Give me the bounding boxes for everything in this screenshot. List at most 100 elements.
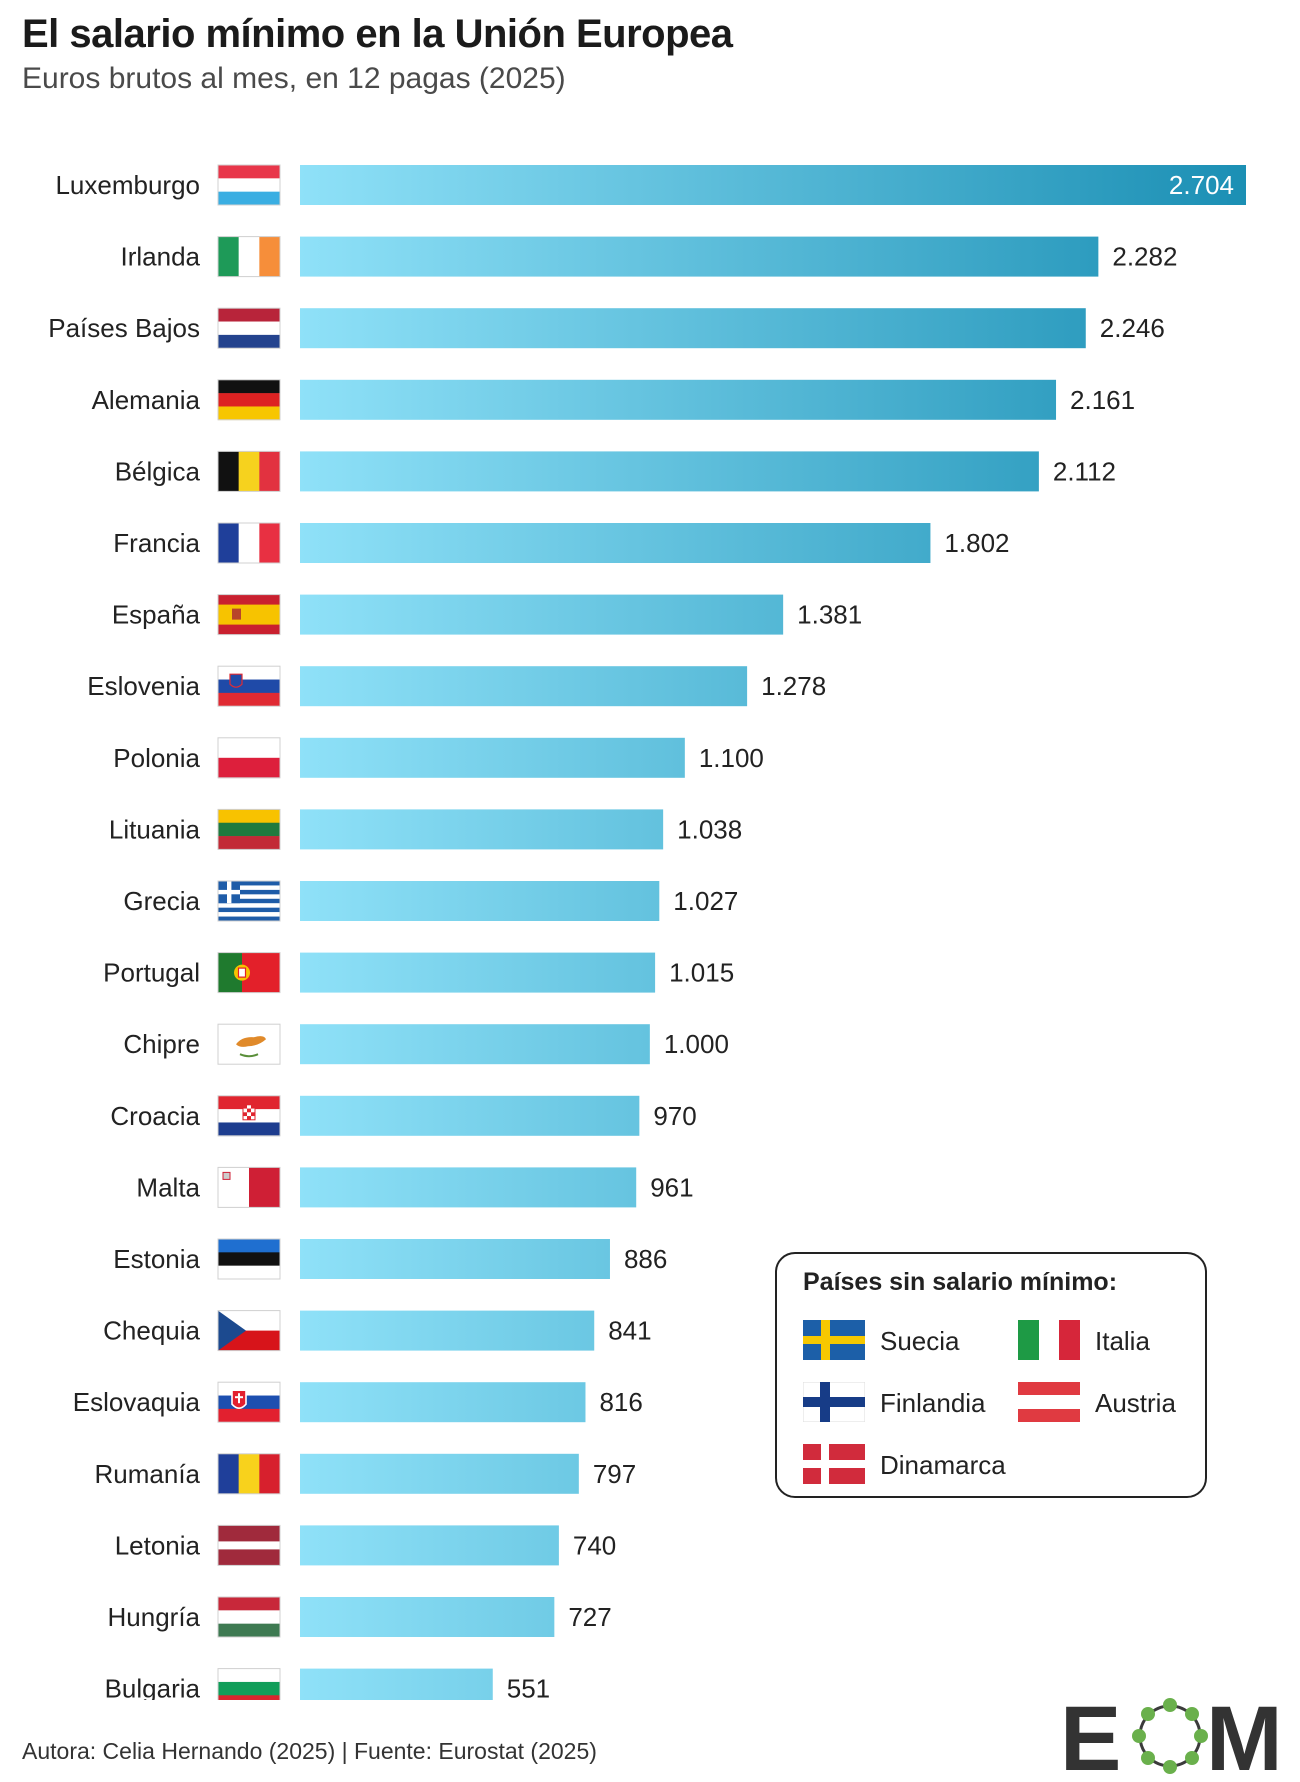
- legend-label: Austria: [1095, 1388, 1176, 1418]
- croatia-flag-icon: [217, 1095, 281, 1137]
- cyprus-flag-icon: [217, 1023, 281, 1065]
- bar: [300, 1525, 559, 1566]
- value-label: 551: [507, 1674, 550, 1700]
- bar: [300, 809, 664, 850]
- bar: [300, 952, 656, 993]
- bar: [300, 594, 784, 635]
- slovenia-flag-icon: [217, 665, 281, 707]
- france-flag-icon: [217, 522, 281, 564]
- category-label: Malta: [136, 1172, 200, 1202]
- category-label: España: [112, 600, 201, 630]
- value-label: 1.000: [664, 1029, 729, 1059]
- estonia-flag-icon: [217, 1238, 281, 1280]
- category-label: Irlanda: [121, 242, 201, 272]
- value-label: 2.161: [1070, 385, 1135, 415]
- denmark-flag-icon: [803, 1444, 865, 1484]
- legend-label: Italia: [1095, 1326, 1150, 1356]
- value-label: 886: [624, 1244, 667, 1274]
- finland-flag-icon: [803, 1382, 865, 1422]
- bar: [300, 1024, 650, 1065]
- germany-flag-icon: [217, 379, 281, 421]
- value-label: 970: [653, 1101, 696, 1131]
- bulgaria-flag-icon: [217, 1668, 281, 1700]
- slovakia-flag-icon: [217, 1381, 281, 1423]
- category-label: Luxemburgo: [55, 170, 200, 200]
- value-label: 1.027: [673, 886, 738, 916]
- eom-logo: E M: [1060, 1690, 1283, 1776]
- category-label: Rumanía: [95, 1459, 201, 1489]
- value-label: 1.038: [677, 814, 742, 844]
- bar: [300, 1382, 586, 1423]
- bar: [300, 1095, 640, 1136]
- belgium-flag-icon: [217, 450, 281, 492]
- category-label: Países Bajos: [48, 313, 200, 343]
- category-label: Bélgica: [115, 456, 201, 486]
- austria-flag-icon: [1018, 1382, 1080, 1422]
- no-minimum-wage-legend: Países sin salario mínimo: Suecia Italia…: [775, 1252, 1207, 1498]
- latvia-flag-icon: [217, 1524, 281, 1566]
- value-label: 1.802: [944, 528, 1009, 558]
- value-label: 740: [573, 1530, 616, 1560]
- bar: [300, 451, 1039, 492]
- bar: [300, 1310, 595, 1351]
- bar: [300, 308, 1086, 349]
- category-label: Portugal: [103, 958, 200, 988]
- category-label: Eslovenia: [87, 671, 200, 701]
- chart-subtitle: Euros brutos al mes, en 12 pagas (2025): [22, 62, 566, 95]
- poland-flag-icon: [217, 737, 281, 779]
- category-label: Bulgaria: [105, 1674, 201, 1700]
- value-label: 1.100: [699, 743, 764, 773]
- legend-title: Países sin salario mínimo:: [803, 1268, 1118, 1296]
- luxembourg-flag-icon: [217, 164, 281, 206]
- value-label: 2.246: [1100, 313, 1165, 343]
- italy-flag-icon: [1018, 1320, 1080, 1360]
- category-label: Polonia: [113, 743, 200, 773]
- value-label: 2.282: [1112, 242, 1177, 272]
- category-label: Grecia: [123, 886, 200, 916]
- bar: [300, 666, 748, 707]
- category-label: Estonia: [113, 1244, 200, 1274]
- category-label: Chipre: [123, 1029, 200, 1059]
- value-label: 1.278: [761, 671, 826, 701]
- value-label: 2.704: [1169, 170, 1234, 200]
- bar: [300, 165, 1246, 205]
- bar: [300, 737, 685, 778]
- category-label: Letonia: [115, 1530, 201, 1560]
- portugal-flag-icon: [217, 952, 281, 994]
- value-label: 2.112: [1053, 456, 1116, 486]
- bar: [300, 1239, 610, 1279]
- ireland-flag-icon: [217, 236, 281, 278]
- bar: [300, 523, 931, 563]
- legend-label: Dinamarca: [880, 1450, 1006, 1480]
- bar: [300, 1453, 579, 1494]
- lithuania-flag-icon: [217, 808, 281, 850]
- romania-flag-icon: [217, 1453, 281, 1495]
- netherlands-flag-icon: [217, 307, 281, 349]
- category-label: Croacia: [110, 1101, 200, 1131]
- spain-flag-icon: [217, 594, 281, 636]
- bar: [300, 236, 1099, 277]
- malta-flag-icon: [217, 1166, 281, 1208]
- bar: [300, 1167, 637, 1208]
- category-label: Eslovaquia: [73, 1387, 201, 1417]
- value-label: 961: [650, 1172, 693, 1202]
- value-label: 841: [608, 1316, 651, 1346]
- svg-text:M: M: [1206, 1690, 1283, 1776]
- value-label: 1.381: [797, 600, 862, 630]
- category-label: Lituania: [109, 814, 201, 844]
- category-label: Chequia: [103, 1316, 200, 1346]
- bar-chart: Luxemburgo 2.704 Irlanda 2.282 Países Bajos 2…: [48, 164, 1246, 1700]
- value-label: 1.015: [669, 958, 734, 988]
- sweden-flag-icon: [803, 1320, 865, 1360]
- legend-label: Finlandia: [880, 1388, 986, 1418]
- czechia-flag-icon: [217, 1310, 281, 1352]
- category-label: Alemania: [92, 385, 201, 415]
- value-label: 727: [568, 1602, 611, 1632]
- bar: [300, 1597, 555, 1637]
- legend-label: Suecia: [880, 1326, 960, 1356]
- bar: [300, 1668, 493, 1700]
- source-footer: Autora: Celia Hernando (2025) | Fuente: …: [22, 1738, 597, 1764]
- value-label: 816: [599, 1387, 642, 1417]
- chart-title: El salario mínimo en la Unión Europea: [22, 12, 733, 56]
- category-label: Hungría: [108, 1602, 201, 1632]
